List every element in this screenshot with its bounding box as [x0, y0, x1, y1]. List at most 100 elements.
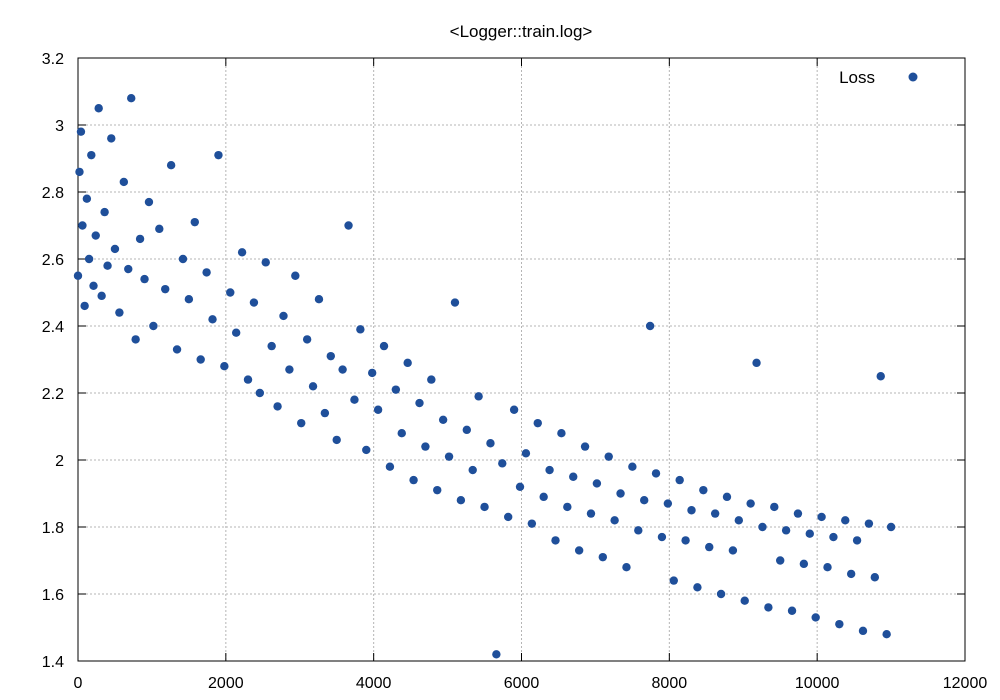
scatter-point [450, 298, 460, 307]
scatter-point [208, 315, 217, 324]
y-tick-label: 3 [55, 118, 64, 135]
scatter-point [876, 372, 885, 381]
scatter-point [710, 509, 720, 518]
scatter-point [545, 465, 554, 475]
scatter-point [592, 479, 602, 488]
y-tick-label: 2.2 [42, 386, 64, 403]
scatter-point [580, 442, 590, 451]
scatter-point [598, 552, 608, 562]
scatter-point [846, 569, 856, 579]
scatter-point [184, 295, 194, 304]
scatter-point [740, 596, 749, 605]
scatter-point [628, 462, 637, 471]
scatter-point [427, 375, 436, 384]
scatter-point [799, 559, 809, 569]
scatter-point [308, 382, 318, 391]
y-tick-label: 2.8 [42, 185, 64, 202]
scatter-point [214, 150, 223, 160]
scatter-point [297, 418, 306, 428]
x-tick-label: 2000 [208, 675, 244, 692]
scatter-point [764, 603, 773, 612]
scatter-point [781, 526, 791, 535]
scatter-point [320, 408, 330, 418]
legend-label: Loss [839, 68, 875, 87]
scatter-point [149, 321, 158, 331]
scatter-point [172, 345, 182, 354]
scatter-point [110, 244, 120, 254]
scatter-point [119, 177, 129, 187]
scatter-point [527, 519, 537, 528]
scatter-point [770, 502, 779, 512]
chart-title: <Logger::train.log> [450, 22, 593, 41]
scatter-point [604, 452, 613, 461]
scatter-point [107, 134, 116, 143]
scatter-point [332, 435, 341, 445]
scatter-point [622, 563, 631, 572]
scatter-point [97, 291, 106, 301]
scatter-point [273, 402, 282, 411]
scatter-point [858, 626, 868, 636]
scatter-point [403, 358, 412, 368]
scatter-point [379, 341, 389, 351]
y-tick-label: 1.6 [42, 587, 64, 604]
scatter-point [344, 221, 353, 230]
scatter-point [261, 258, 270, 267]
scatter-point [82, 194, 92, 203]
scatter-point [135, 234, 145, 244]
scatter-point [681, 536, 690, 545]
scatter-point [124, 264, 133, 274]
scatter-point [155, 224, 164, 234]
scatter-point [314, 295, 324, 304]
scatter-point [391, 385, 401, 394]
scatter-point [196, 355, 205, 364]
y-tick-label: 1.4 [42, 654, 64, 671]
scatter-point [882, 630, 891, 639]
scatter-point [480, 502, 489, 512]
scatter-point [852, 536, 862, 545]
scatter-point [350, 395, 359, 404]
scatter-point [651, 469, 661, 478]
scatter-point [255, 388, 265, 398]
scatter-point [870, 573, 880, 582]
scatter-point [89, 281, 98, 290]
x-tick-label: 12000 [943, 675, 988, 692]
scatter-point [84, 254, 94, 264]
scatter-point [100, 207, 109, 217]
x-tick-label: 10000 [795, 675, 840, 692]
x-tick-label: 6000 [504, 675, 540, 692]
scatter-point [563, 502, 572, 512]
scatter-point [237, 248, 247, 257]
scatter-point [864, 519, 874, 528]
scatter-point [231, 328, 241, 337]
scatter-point [817, 512, 826, 522]
scatter-point [73, 271, 83, 280]
scatter-point [409, 475, 418, 485]
scatter-point [166, 161, 176, 170]
scatter-point [190, 217, 199, 227]
scatter-point [397, 429, 406, 438]
scatter-point [462, 425, 472, 435]
scatter-point [367, 368, 377, 378]
scatter-point [267, 341, 276, 351]
legend-marker [908, 72, 918, 82]
scatter-point [486, 439, 495, 448]
scatter-point [178, 254, 188, 264]
scatter-point [657, 532, 667, 542]
scatter-point [415, 398, 424, 408]
scatter-point [829, 532, 838, 542]
scatter-point [693, 583, 702, 592]
scatter-point [569, 472, 578, 481]
scatter-point [823, 563, 832, 572]
scatter-point [115, 308, 124, 317]
scatter-point [503, 512, 513, 522]
scatter-point [202, 268, 211, 277]
y-tick-label: 3.2 [42, 51, 64, 68]
scatter-point [835, 619, 844, 629]
scatter-point [645, 321, 655, 331]
scatter-point [326, 351, 335, 361]
scatter-point [586, 509, 596, 518]
scatter-point [841, 516, 850, 525]
scatter-point [616, 489, 625, 498]
